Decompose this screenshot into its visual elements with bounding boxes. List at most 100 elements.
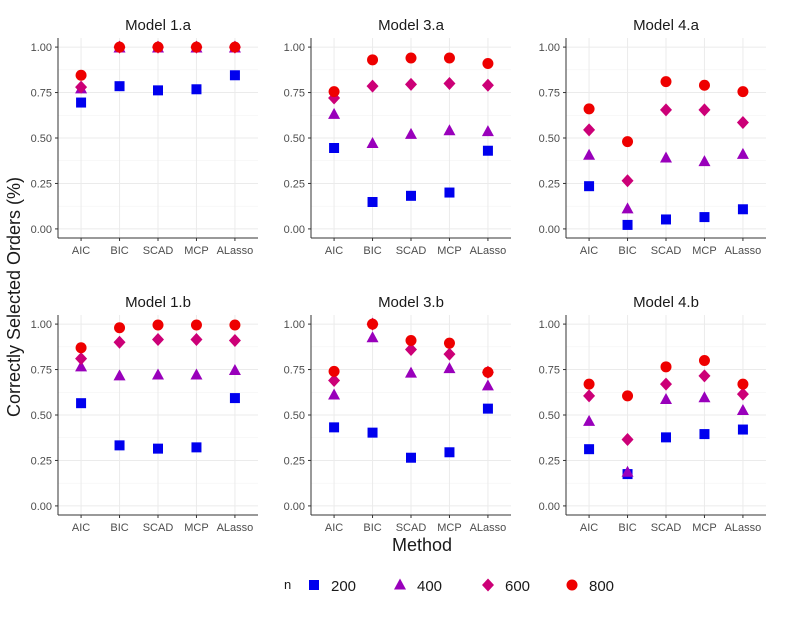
x-tick-label: MCP [437, 522, 461, 534]
point-n600 [481, 78, 494, 92]
point-n400 [660, 151, 672, 163]
y-tick-label: 0.75 [284, 88, 305, 100]
x-tick-label: BIC [618, 245, 636, 257]
point-n600 [583, 123, 596, 137]
x-tick-label: ALasso [725, 245, 762, 257]
x-tick-label: ALasso [725, 522, 762, 534]
point-n800 [737, 378, 749, 390]
point-n400 [736, 403, 749, 415]
point-n800 [152, 41, 164, 53]
x-tick-label: MCP [692, 245, 716, 257]
y-tick-label: 0.00 [31, 224, 52, 236]
x-tick-label: MCP [437, 245, 461, 257]
x-tick-label: AIC [580, 522, 598, 534]
point-n600 [698, 103, 711, 117]
legend-label: 400 [417, 578, 442, 595]
y-tick-label: 1.00 [539, 42, 560, 54]
point-n400 [75, 360, 88, 372]
point-n200 [584, 444, 595, 455]
x-tick-label: SCAD [396, 522, 427, 534]
point-n200 [76, 97, 87, 108]
legend-title: n [284, 577, 291, 592]
x-tick-label: AIC [72, 522, 90, 534]
point-n600 [113, 335, 126, 349]
y-tick-label: 0.50 [284, 133, 305, 145]
panel: Model 4.a 0.00 0.25 0.50 0.75 1.00 AIC BIC SCAD M… [539, 17, 766, 257]
x-tick-label: SCAD [143, 245, 174, 257]
point-n800 [583, 378, 595, 390]
y-tick-label: 0.75 [284, 365, 305, 377]
point-n200 [76, 398, 87, 409]
point-n400 [405, 127, 417, 139]
y-tick-label: 0.50 [539, 410, 560, 422]
legend: n 200 400 600 800 [284, 577, 614, 595]
panel: Model 3.a 0.00 0.25 0.50 0.75 1.00 AIC BIC SCAD M… [284, 17, 511, 257]
point-n800 [75, 342, 87, 354]
x-tick-label: ALasso [217, 245, 254, 257]
y-tick-label: 0.00 [284, 501, 305, 513]
point-n200 [229, 70, 240, 81]
x-tick-label: AIC [72, 245, 90, 257]
point-n600 [621, 433, 634, 447]
point-n600 [152, 333, 164, 347]
point-n400 [405, 366, 417, 378]
point-n200 [482, 403, 493, 414]
point-n600 [190, 333, 203, 347]
point-n800 [328, 365, 340, 377]
point-n800 [229, 41, 241, 53]
legend-label: 800 [589, 578, 614, 595]
point-n800 [660, 361, 672, 373]
x-tick-label: BIC [110, 245, 128, 257]
point-n200 [482, 145, 493, 156]
point-n400 [736, 147, 749, 159]
y-tick-label: 0.50 [284, 410, 305, 422]
x-tick-label: BIC [110, 522, 128, 534]
point-n200 [737, 204, 748, 215]
x-tick-label: BIC [363, 245, 381, 257]
y-tick-label: 0.75 [539, 88, 560, 100]
point-n800 [660, 76, 672, 88]
point-n600 [583, 389, 596, 403]
x-tick-label: BIC [363, 522, 381, 534]
point-n600 [660, 377, 672, 391]
point-n200 [699, 212, 710, 223]
point-n200 [153, 443, 163, 454]
x-tick-label: MCP [184, 245, 208, 257]
y-tick-label: 0.25 [31, 455, 52, 467]
point-n200 [114, 440, 125, 451]
panel-title: Model 3.a [378, 17, 445, 34]
point-n800 [114, 322, 126, 334]
panel-title: Model 3.b [378, 294, 444, 311]
point-n800 [405, 334, 417, 346]
point-n200 [699, 429, 710, 440]
y-tick-label: 0.75 [31, 365, 52, 377]
y-tick-label: 0.25 [539, 178, 560, 190]
panel-title: Model 4.b [633, 294, 699, 311]
y-tick-label: 1.00 [31, 42, 52, 54]
point-n200 [444, 187, 455, 198]
point-n600 [698, 369, 711, 383]
y-tick-label: 1.00 [284, 42, 305, 54]
legend-entry: 800 [566, 578, 614, 595]
y-tick-label: 0.00 [284, 224, 305, 236]
x-tick-label: SCAD [651, 245, 682, 257]
point-n800 [622, 136, 634, 148]
point-n400 [443, 362, 456, 374]
point-n800 [737, 86, 749, 98]
point-n600 [736, 387, 749, 401]
y-tick-label: 0.25 [284, 178, 305, 190]
point-n200 [737, 424, 748, 435]
point-n400 [481, 379, 494, 391]
y-tick-label: 1.00 [539, 319, 560, 331]
point-n600 [736, 116, 749, 130]
y-tick-label: 0.75 [31, 88, 52, 100]
point-n800 [152, 319, 164, 331]
point-n200 [406, 452, 416, 463]
point-n600 [405, 77, 417, 91]
point-n200 [661, 214, 671, 225]
point-n800 [698, 79, 710, 91]
point-n600 [405, 343, 417, 357]
y-tick-label: 0.25 [539, 455, 560, 467]
